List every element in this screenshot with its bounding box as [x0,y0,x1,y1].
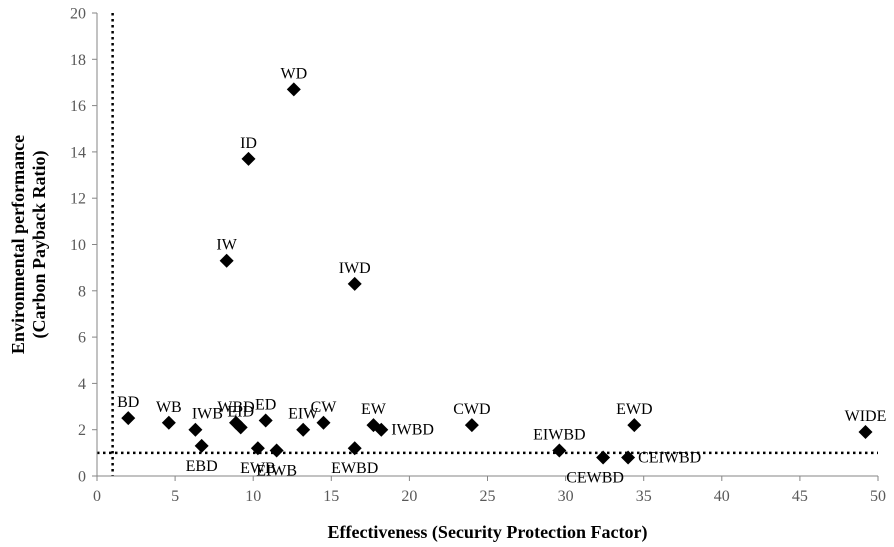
data-point-cwd [464,418,479,433]
point-label-ewbd: EWBD [331,460,378,477]
data-point-cewbd [596,450,611,465]
y-axis-title-line-2: (Carbon Payback Ratio) [29,150,50,338]
data-point-ceiwbd [621,450,636,465]
data-point-eiw [296,422,311,437]
y-tick-label: 20 [70,6,86,23]
point-label-iwb: IWB [192,406,223,423]
y-tick-label: 2 [78,422,86,439]
point-label-ewb: EWB [240,460,276,477]
point-label-iwbd: IWBD [391,422,434,439]
point-label-wide: WIDE [845,408,887,425]
data-point-ebd [194,438,209,453]
point-label-id: ID [240,135,257,152]
data-point-eiwb [269,443,284,458]
data-point-iwb [188,422,203,437]
y-tick-label: 0 [78,469,86,486]
y-tick-label: 4 [78,376,86,393]
y-axis-title: Environmental performance (Carbon Payback… [8,135,50,354]
point-label-eid: EID [227,403,254,420]
data-point-eiwbd [552,443,567,458]
point-label-ceiwbd: CEIWBD [638,449,701,466]
data-point-iwd [347,276,362,291]
data-point-id [241,151,256,166]
y-axis-title-line-1: Environmental performance [8,135,28,354]
y-tick-label: 14 [70,144,86,161]
data-point-iwbd [374,422,389,437]
point-label-ebd: EBD [186,458,218,475]
point-label-eiw: EIW [288,406,319,423]
x-axis-title: Effectiveness (Security Protection Facto… [327,522,647,543]
x-tick-label: 40 [714,488,730,505]
data-point-ewd [627,418,642,433]
point-label-eiwb: EIWB [256,463,297,480]
data-point-wd [286,82,301,97]
point-label-iwd: IWD [339,260,371,277]
x-tick-label: 10 [245,488,261,505]
x-tick-label: 15 [323,488,339,505]
x-tick-label: 25 [480,488,496,505]
data-point-ewb [250,441,265,456]
y-tick-label: 18 [70,52,86,69]
point-label-ewd: EWD [616,401,652,418]
point-label-cewbd: CEWBD [566,469,624,486]
data-point-eid [233,420,248,435]
point-label-cw: CW [311,399,338,416]
point-label-cwd: CWD [453,401,490,418]
data-points [121,82,873,465]
data-point-iw [219,253,234,268]
tick-labels: 0 5 10 15 20 25 30 35 40 45 50 0 2 4 6 8 10 12 14 16 18 20 [70,6,886,506]
x-tick-label: 20 [401,488,417,505]
point-label-ew: EW [361,401,387,418]
reference-lines [97,13,878,476]
x-tick-label: 5 [171,488,179,505]
x-tick-label: 0 [93,488,101,505]
data-point-bd [121,411,136,426]
x-tick-label: 45 [792,488,808,505]
point-label-bd: BD [117,394,139,411]
data-point-wb [161,415,176,430]
data-point-wide [858,425,873,440]
data-point-cw [316,415,331,430]
point-label-ed: ED [255,396,276,413]
x-tick-label: 50 [870,488,886,505]
y-tick-label: 6 [78,330,86,347]
y-tick-label: 8 [78,283,86,300]
x-tick-label: 30 [558,488,574,505]
point-label-wd: WD [280,65,307,82]
y-tick-label: 12 [70,191,86,208]
data-point-ewbd [347,441,362,456]
y-tick-label: 16 [70,98,86,115]
y-tick-label: 10 [70,237,86,254]
point-label-wb: WB [156,399,182,416]
point-label-eiwbd: EIWBD [533,427,585,444]
data-point-ed [258,413,273,428]
axes [92,12,879,481]
x-tick-label: 35 [636,488,652,505]
point-label-iw: IW [216,237,237,254]
point-label-wbd: WBD [217,399,254,416]
